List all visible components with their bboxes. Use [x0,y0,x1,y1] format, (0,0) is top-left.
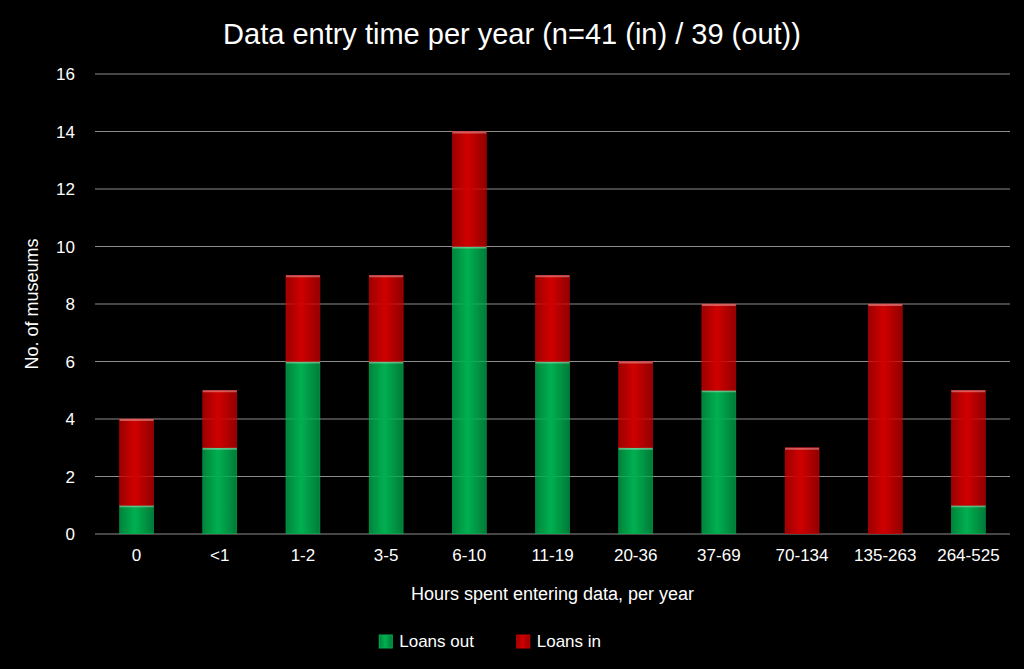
bar-highlight [619,362,653,364]
y-tick-label: 16 [56,65,75,84]
bar [868,304,902,534]
y-tick-label: 14 [56,123,75,142]
x-tick-label: <1 [210,546,229,565]
x-tick-label: 70-134 [776,546,829,565]
x-tick-label: 11-19 [531,546,573,565]
x-tick-label: 6-10 [452,546,486,565]
bar [619,362,653,448]
x-tick-label: 1-2 [291,546,316,565]
bar-highlight [369,275,403,277]
bar-highlight [452,132,486,134]
bar-highlight [619,448,653,450]
y-tick-label: 8 [66,295,75,314]
bar-highlight [702,304,736,306]
bar [452,132,486,247]
bar-highlight [203,448,237,450]
bar-highlight [286,362,320,364]
bar [951,505,985,534]
bars [120,132,986,535]
x-tick-label: 264-525 [937,546,999,565]
bar-highlight [369,362,403,364]
y-tick-label: 4 [66,410,75,429]
bar-highlight [536,275,570,277]
bar-highlight [203,390,237,392]
bar [203,390,237,448]
grid-line [95,131,1010,132]
chart: Data entry time per year (n=41 (in) / 39… [0,0,1024,669]
bar [702,390,736,534]
legend: Loans out Loans in [379,632,601,651]
bar-highlight [951,505,985,507]
bar-highlight [785,448,819,450]
x-tick-label: 3-5 [374,546,399,565]
bar-highlight [702,390,736,392]
bar [951,390,985,505]
title: Data entry time per year (n=41 (in) / 39… [223,18,801,50]
x-tick-label: 37-69 [697,546,740,565]
y-tick-label: 2 [66,468,75,487]
bar-highlight [286,275,320,277]
bar [369,362,403,535]
x-tick-label: 20-36 [614,546,657,565]
bar [536,275,570,361]
bar-highlight [452,247,486,249]
x-tick-label: 135-263 [854,546,916,565]
legend-label: Loans in [537,632,601,651]
bar [452,247,486,535]
bar [120,419,154,505]
grid-line [95,74,1010,75]
bar [785,448,819,534]
bar-highlight [951,390,985,392]
x-tick-label: 0 [132,546,141,565]
y-tick-label: 10 [56,238,75,257]
y-axis-label: No. of museums [22,238,42,369]
y-tick-label: 0 [66,525,75,544]
legend-swatch [517,635,530,648]
grid-line [95,246,1010,247]
y-tick-label: 12 [56,180,75,199]
bar-highlight [120,505,154,507]
bar-highlight [868,304,902,306]
bar [286,275,320,361]
bar [120,505,154,534]
legend-swatch [379,635,392,648]
bar [203,448,237,534]
bar [286,362,320,535]
y-tick-label: 6 [66,353,75,372]
legend-label: Loans out [399,632,474,651]
bar [536,362,570,535]
bar [369,275,403,361]
x-axis-label: Hours spent entering data, per year [411,584,694,604]
bar [619,448,653,534]
grid-line [95,189,1010,190]
bar-highlight [120,419,154,421]
bar [702,304,736,390]
bar-highlight [536,362,570,364]
